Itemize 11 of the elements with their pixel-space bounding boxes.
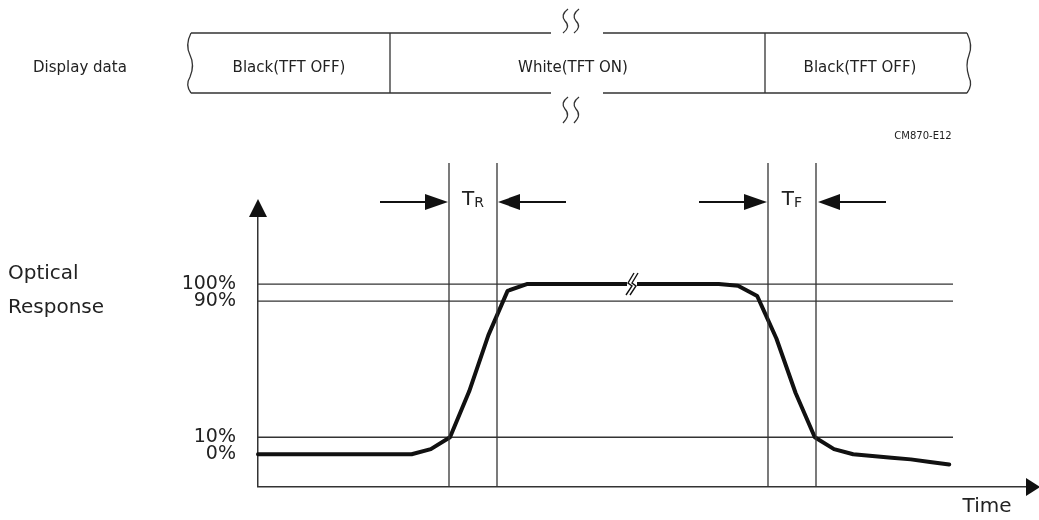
y-tick-label: 0% [205,441,236,464]
text: T$_{F}$ [781,186,803,211]
y-tick-label: 90% [193,288,236,311]
text: Black(TFT OFF) [803,58,917,76]
text: T$_{R}$ [462,186,484,211]
y-axis-title: Optical Response [8,259,106,320]
x-axis-title: Time [962,493,1012,517]
text: Black(TFT OFF) [232,58,346,76]
text: CM870-E12 [894,130,952,141]
text: White(TFT ON) [518,58,628,76]
text: Display data [33,58,127,76]
